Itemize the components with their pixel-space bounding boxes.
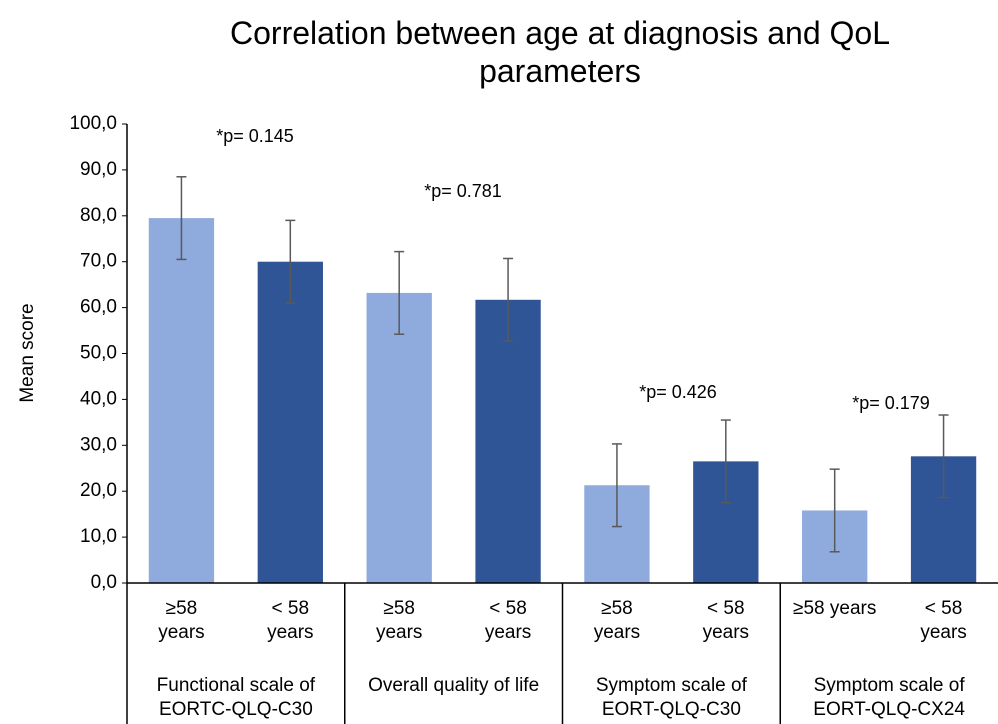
y-tick-label: 100,0 <box>69 113 117 134</box>
y-tick-label: 90,0 <box>80 159 117 180</box>
bar <box>148 218 215 583</box>
y-tick-label: 70,0 <box>80 251 117 272</box>
x-tick-label: < 58 years <box>484 598 532 643</box>
x-tick-label: < 58 years <box>267 598 314 643</box>
bar <box>475 299 541 583</box>
y-tick-label: 40,0 <box>80 388 117 409</box>
error-bar <box>285 219 296 304</box>
annotation: *p= 0.179 <box>852 393 930 413</box>
chart-title: Correlation between age at diagnosis and… <box>230 15 890 89</box>
error-bar <box>938 414 949 499</box>
y-tick-label: 10,0 <box>80 526 117 547</box>
annotation: *p= 0.426 <box>639 382 717 402</box>
group-label: Functional scale of EORTC-QLQ-C30 <box>156 675 316 720</box>
error-bar <box>176 176 187 261</box>
group-label: Overall quality of life <box>368 675 540 696</box>
y-tick-label: 30,0 <box>80 434 117 455</box>
x-tick-label: ≥58 years <box>375 598 423 643</box>
error-bar <box>829 468 840 553</box>
y-tick-label: 50,0 <box>80 343 117 364</box>
y-tick-label: 20,0 <box>80 480 117 501</box>
y-tick-label: 60,0 <box>80 297 117 318</box>
error-bar <box>394 250 405 335</box>
annotation: *p= 0.781 <box>424 181 502 201</box>
group-label: Symptom scale of EORT-QLQ-C30 <box>595 675 747 720</box>
error-bar <box>503 257 514 342</box>
x-tick-label: ≥58 years <box>158 598 205 643</box>
bar <box>366 292 432 583</box>
y-tick-label: 80,0 <box>80 205 117 226</box>
annotation: *p= 0.145 <box>216 126 294 146</box>
x-tick-label: < 58 years <box>920 598 967 643</box>
x-tick-label: < 58 years <box>702 598 750 643</box>
error-bar <box>611 443 622 528</box>
group-label: Symptom scale of EORT-QLQ-CX24 <box>813 675 965 720</box>
y-axis-label: Mean score <box>17 303 38 402</box>
x-tick-label: ≥58 years <box>793 598 877 619</box>
x-tick-label: ≥58 years <box>593 598 641 643</box>
error-bar <box>720 419 731 504</box>
bar <box>257 261 323 583</box>
y-tick-label: 0,0 <box>91 572 117 593</box>
